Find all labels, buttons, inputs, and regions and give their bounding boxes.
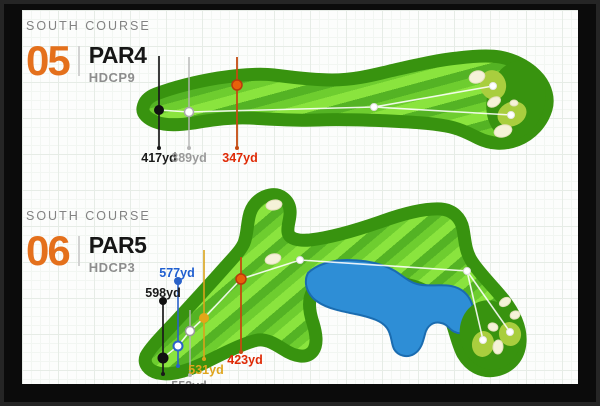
hole-06-531-dot (199, 313, 209, 323)
course-name: SOUTH COURSE (26, 209, 151, 223)
course-canvas: SOUTH COURSE 05 PAR4 HDCP9 SOUTH COURSE … (22, 10, 578, 384)
hole-06-distance-lines (161, 250, 243, 377)
course-name: SOUTH COURSE (26, 19, 151, 33)
hole-par: PAR5 (88, 232, 147, 258)
hole-06-bunkers (264, 199, 521, 355)
header-divider (77, 46, 80, 76)
hole-number: 05 (26, 37, 71, 84)
hole-06-577-ring (172, 340, 184, 352)
hole-05-route-dots (154, 79, 515, 119)
yardage-label: 577yd (159, 266, 195, 280)
hole-06-552-dot (184, 325, 196, 337)
hole-handicap: HDCP9 (88, 69, 136, 85)
hole-06-map (138, 188, 527, 381)
yardage-label: 552yd (171, 379, 206, 384)
hole-05-347-dot (231, 79, 243, 91)
hole-06-water-hazard (304, 258, 475, 358)
yardage-label: 389yd (171, 151, 207, 165)
hole-05-389-dot (183, 106, 195, 118)
hole-par: PAR4 (88, 42, 147, 68)
hole-06-577-dot (174, 277, 182, 285)
yardage-label: 423yd (227, 353, 263, 367)
header-divider (77, 236, 80, 266)
hole-05-fairway (136, 49, 554, 150)
yardage-label: 531yd (188, 363, 224, 377)
hole-06-598-dot (159, 297, 167, 305)
hole-05-bunkers (468, 70, 519, 138)
yardage-label: 598yd (145, 286, 181, 300)
hole-06-423-dot (235, 273, 247, 285)
hole-05-tee-dot (154, 105, 164, 115)
hole-06-tee-dot (157, 352, 169, 364)
hole-06-route-dots (157, 256, 514, 364)
hole-number: 06 (26, 227, 71, 274)
course-map (136, 49, 554, 381)
hole-handicap: HDCP3 (88, 259, 136, 275)
hole-05-map (136, 49, 554, 150)
yardage-label: 417yd (141, 151, 177, 165)
hole-05-distance-lines (157, 56, 239, 150)
hole-06-header: SOUTH COURSE 06 PAR5 HDCP3 (26, 209, 151, 275)
hole-05-route-line (158, 85, 512, 116)
hole-05-header: SOUTH COURSE 05 PAR4 HDCP9 (26, 19, 151, 85)
yardage-label: 347yd (222, 151, 258, 165)
